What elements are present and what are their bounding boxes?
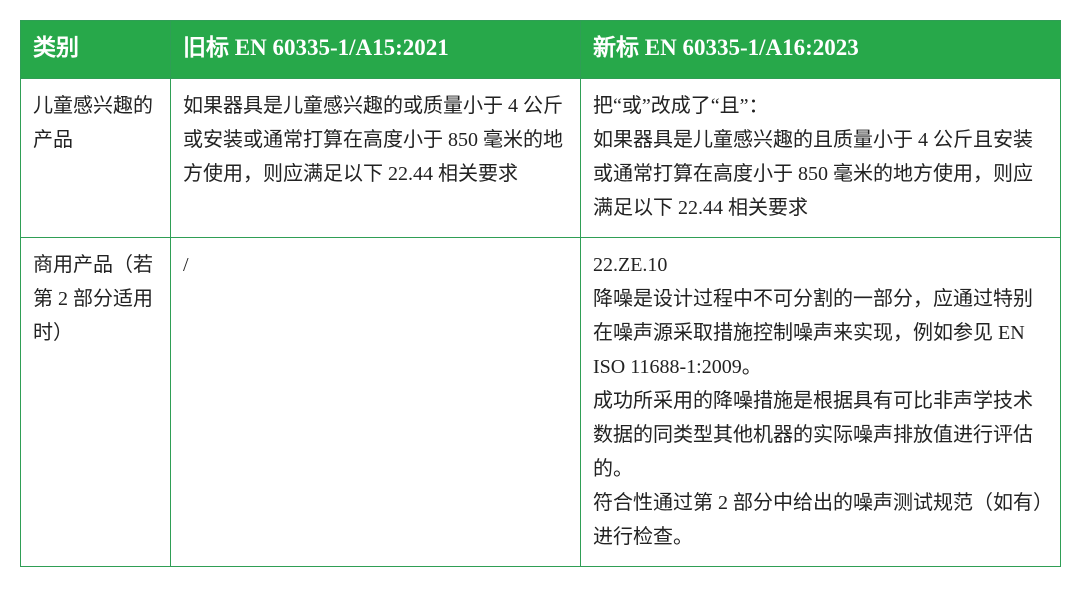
comparison-table: 类别 旧标 EN 60335-1/A15:2021 新标 EN 60335-1/…	[20, 20, 1061, 567]
col-header-category: 类别	[21, 21, 171, 79]
col-header-old: 旧标 EN 60335-1/A15:2021	[171, 21, 581, 79]
cell-old: /	[171, 237, 581, 566]
table-header-row: 类别 旧标 EN 60335-1/A15:2021 新标 EN 60335-1/…	[21, 21, 1061, 79]
col-header-new: 新标 EN 60335-1/A16:2023	[581, 21, 1061, 79]
cell-category: 商用产品（若第 2 部分适用时）	[21, 237, 171, 566]
table-row: 儿童感兴趣的产品 如果器具是儿童感兴趣的或质量小于 4 公斤或安装或通常打算在高…	[21, 78, 1061, 237]
table-row: 商用产品（若第 2 部分适用时） / 22.ZE.10降噪是设计过程中不可分割的…	[21, 237, 1061, 566]
cell-new: 把“或”改成了“且”：如果器具是儿童感兴趣的且质量小于 4 公斤且安装或通常打算…	[581, 78, 1061, 237]
cell-old: 如果器具是儿童感兴趣的或质量小于 4 公斤或安装或通常打算在高度小于 850 毫…	[171, 78, 581, 237]
cell-category: 儿童感兴趣的产品	[21, 78, 171, 237]
cell-new: 22.ZE.10降噪是设计过程中不可分割的一部分，应通过特别在噪声源采取措施控制…	[581, 237, 1061, 566]
